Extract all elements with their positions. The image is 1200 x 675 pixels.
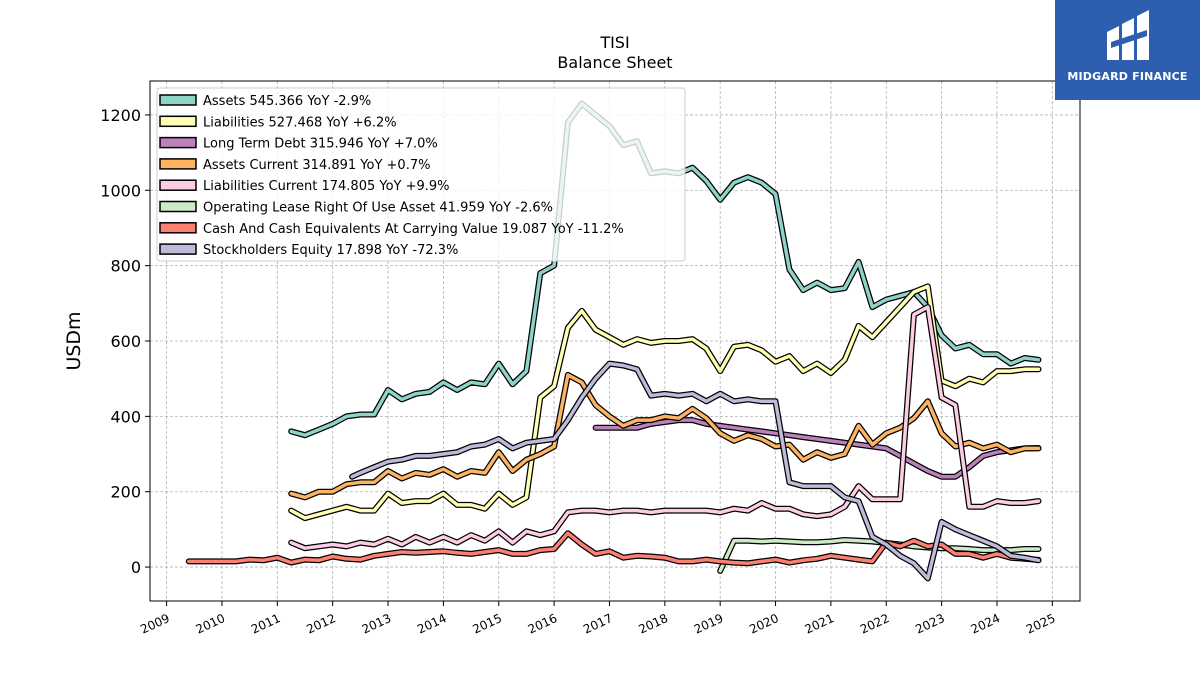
legend-swatch: [159, 222, 197, 234]
x-tick-label: 2011: [249, 611, 283, 637]
series-group: [185, 100, 1042, 582]
legend-box: [156, 87, 686, 262]
y-tick-label: 400: [110, 407, 141, 426]
x-tick-label: 2024: [969, 611, 1003, 637]
legend-label: Liabilities 527.468 YoY +6.2%: [203, 115, 397, 130]
x-tick-label: 2009: [138, 611, 172, 637]
chart-title: TISI: [599, 33, 629, 52]
x-tick-label: 2010: [194, 611, 228, 637]
x-tick-label: 2014: [415, 611, 449, 637]
x-tick-label: 2012: [304, 611, 338, 637]
chart-subtitle: Balance Sheet: [557, 53, 672, 72]
y-tick-label: 600: [110, 332, 141, 351]
legend-label: Cash And Cash Equivalents At Carrying Va…: [203, 222, 624, 237]
stockholders-equity-line: [350, 361, 1041, 581]
legend-label: Stockholders Equity 17.898 YoY -72.3%: [203, 243, 458, 258]
brand-logo: MIDGARD FINANCE: [1055, 0, 1200, 100]
brand-mark-icon: [1107, 10, 1149, 60]
x-tick-label: 2015: [470, 611, 504, 637]
legend-label: Assets Current 314.891 YoY +0.7%: [203, 158, 430, 173]
x-tick-label: 2021: [803, 611, 837, 637]
legend-swatch: [159, 200, 197, 213]
x-tick-label: 2019: [692, 611, 726, 637]
legend-label: Liabilities Current 174.805 YoY +9.9%: [203, 179, 450, 194]
legend-swatch: [159, 115, 197, 128]
legend: Assets 545.366 YoY -2.9% Liabilities 527.…: [156, 87, 686, 262]
legend-swatch: [159, 136, 197, 149]
y-tick-label: 800: [110, 257, 141, 276]
legend-swatch: [159, 179, 197, 191]
legend-swatch: [159, 243, 197, 255]
y-axis-label: USDm: [63, 311, 85, 370]
x-axis: 2009 2010 2011 2012 2013 2014 2015 2016 2017 2018…: [138, 601, 1058, 637]
cash-and-cash-equivalents-at-carrying-value-line: [187, 531, 1041, 566]
x-tick-label: 2017: [581, 611, 615, 637]
y-tick-label: 1000: [100, 181, 141, 200]
legend-label: Assets 545.366 YoY -2.9%: [203, 94, 371, 109]
assets-current-line: [289, 373, 1041, 500]
x-tick-label: 2022: [858, 611, 892, 637]
x-tick-label: 2018: [636, 611, 670, 637]
y-axis: 0 200 400 600 800 1000 1200: [100, 106, 150, 577]
y-tick-label: 0: [131, 558, 141, 577]
x-tick-label: 2025: [1024, 611, 1058, 637]
legend-label: Operating Lease Right Of Use Asset 41.95…: [203, 201, 553, 216]
x-tick-label: 2020: [747, 611, 781, 637]
y-tick-label: 1200: [100, 106, 141, 125]
legend-label: Long Term Debt 315.946 YoY +7.0%: [203, 137, 438, 152]
brand-name: MIDGARD FINANCE: [1067, 70, 1188, 83]
liabilities-line: [289, 284, 1041, 520]
y-tick-label: 200: [110, 483, 141, 502]
x-tick-label: 2013: [360, 611, 394, 637]
liabilities-current-line: [289, 305, 1041, 550]
long-term-debt-line-outline: [592, 417, 1042, 480]
x-tick-label: 2023: [913, 611, 947, 637]
x-tick-label: 2016: [526, 611, 560, 637]
legend-swatch: [159, 94, 197, 106]
legend-swatch: [159, 158, 197, 170]
